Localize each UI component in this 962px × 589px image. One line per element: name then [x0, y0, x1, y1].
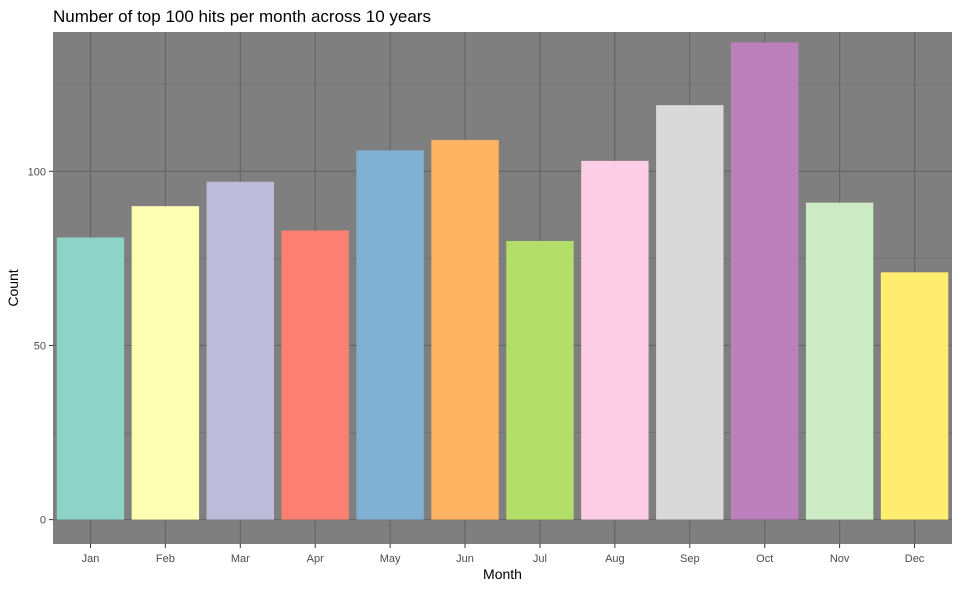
y-axis-title: Count — [5, 269, 21, 306]
bar-dec — [880, 272, 949, 520]
x-axis-ticks: Jan Feb Mar Apr May Jun Jul Aug Sep Oct Nov Dec — [82, 544, 925, 565]
bar-apr — [281, 230, 349, 520]
x-tick-label: Dec — [905, 553, 925, 565]
x-axis-title: Month — [483, 566, 522, 582]
x-tick-label: Aug — [605, 553, 625, 565]
x-tick-label: Mar — [231, 553, 250, 565]
bar-sep — [656, 105, 724, 520]
x-tick-label: Jul — [533, 553, 547, 565]
bar-jun — [431, 139, 499, 520]
x-tick-label: Feb — [156, 553, 175, 565]
bar-jul — [506, 240, 574, 520]
bar-aug — [581, 160, 649, 520]
plot-panel — [53, 32, 952, 544]
x-tick-label: Sep — [680, 553, 700, 565]
x-tick-label: Jan — [82, 553, 100, 565]
y-tick-label: 0 — [40, 515, 46, 527]
x-tick-label: Oct — [756, 553, 773, 565]
x-tick-label: Nov — [830, 553, 850, 565]
x-tick-label: May — [380, 553, 401, 565]
x-tick-label: Apr — [307, 553, 324, 565]
bar-feb — [131, 206, 200, 520]
bar-nov — [805, 202, 874, 520]
x-tick-label: Jun — [456, 553, 474, 565]
y-tick-label: 100 — [28, 166, 46, 178]
bar-oct — [730, 42, 799, 520]
bar-mar — [206, 181, 275, 520]
bar-may — [356, 150, 424, 520]
y-tick-label: 50 — [34, 340, 46, 352]
bar-jan — [56, 237, 125, 520]
y-axis-ticks: 0 50 100 — [28, 166, 53, 527]
chart-title: Number of top 100 hits per month across … — [53, 7, 431, 26]
bars — [56, 42, 949, 520]
